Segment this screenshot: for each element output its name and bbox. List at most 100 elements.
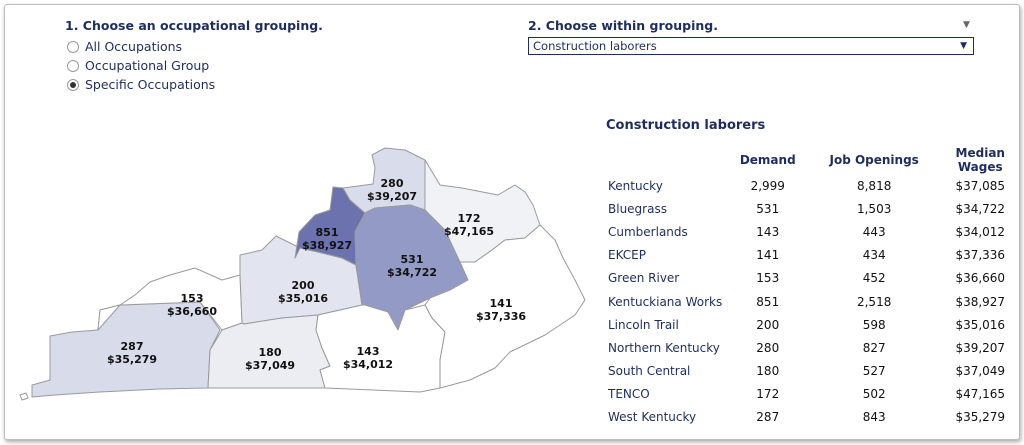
map-label-demand: 172 [458, 212, 481, 225]
radio-occupational-group[interactable]: Occupational Group [67, 58, 209, 73]
table-row: Bluegrass 531 1,503 $34,722 [600, 197, 1024, 220]
table-row: Green River 153 452 $36,660 [600, 267, 1024, 290]
wage-cell: $37,049 [955, 364, 1006, 379]
map-label-demand: 180 [259, 346, 282, 359]
island-outline [19, 392, 29, 401]
map-label-wage: $35,016 [278, 292, 328, 305]
map-label-wage: $38,927 [302, 239, 352, 252]
openings-cell: 434 [862, 248, 886, 263]
demand-cell: 180 [756, 364, 780, 379]
region-cell: West Kentucky [608, 410, 697, 425]
region-cell: South Central [608, 364, 691, 379]
radio-button[interactable] [67, 40, 79, 53]
radio-label: Specific Occupations [85, 77, 216, 92]
table-header-row: Demand Job Openings Median Wages [600, 146, 1024, 174]
map-label-wage: $37,336 [476, 310, 526, 323]
wage-cell: $38,927 [955, 294, 1006, 309]
header-demand: Demand [739, 153, 796, 167]
caret-down-icon[interactable]: ▼ [963, 20, 970, 30]
demand-cell: 143 [756, 224, 780, 239]
openings-cell: 527 [862, 364, 886, 379]
region-cell: Lincoln Trail [608, 317, 679, 332]
radio-button-checked[interactable] [67, 78, 79, 91]
openings-cell: 452 [862, 271, 886, 286]
wage-cell: $37,085 [955, 178, 1006, 193]
map-label-wage: $37,049 [245, 359, 295, 372]
region-cell: Kentucky [608, 178, 663, 193]
region-cumberlands[interactable] [315, 304, 446, 393]
openings-cell: 843 [862, 410, 886, 425]
radio-button[interactable] [67, 59, 79, 72]
region-cell: TENCO [608, 387, 650, 402]
demand-cell: 531 [756, 201, 780, 216]
table-row: TENCO 172 502 $47,165 [600, 383, 1024, 406]
demand-cell: 153 [756, 271, 780, 286]
kentucky-region-map: 287$35,279 153$36,660 200$35,016 180$37,049… [19, 147, 586, 401]
occupation-data-table: Demand Job Openings Median Wages Kentuck… [600, 146, 1024, 429]
map-label-wage: $34,012 [343, 358, 393, 371]
map-label-wage: $36,660 [167, 305, 217, 318]
table-row: Kentuckiana Works 851 2,518 $38,927 [600, 290, 1024, 313]
grouping-title: 1. Choose an occupational grouping. [65, 18, 323, 33]
region-cell: Northern Kentucky [608, 340, 720, 355]
demand-cell: 141 [756, 248, 780, 263]
wage-cell: $47,165 [955, 387, 1006, 402]
table-row: Lincoln Trail 200 598 $35,016 [600, 313, 1024, 336]
demand-cell: 280 [756, 340, 780, 355]
table-row: West Kentucky 287 843 $35,279 [600, 406, 1024, 429]
openings-cell: 502 [862, 387, 886, 402]
region-green-river[interactable] [97, 267, 243, 331]
select-value: Construction laborers [533, 39, 657, 53]
region-cell: EKCEP [608, 248, 646, 263]
map-label-demand: 851 [316, 226, 339, 239]
region-cell: Green River [608, 271, 680, 286]
radio-label: Occupational Group [85, 58, 210, 73]
map-label-demand: 200 [292, 279, 315, 292]
openings-cell: 443 [862, 224, 886, 239]
radio-specific-occupations[interactable]: Specific Occupations [67, 77, 215, 92]
map-label-demand: 143 [357, 345, 380, 358]
table-row: Kentucky 2,999 8,818 $37,085 [600, 174, 1024, 197]
table-row: Northern Kentucky 280 827 $39,207 [600, 336, 1024, 359]
map-label-wage: $39,207 [367, 190, 417, 203]
table-title: Construction laborers [606, 118, 766, 133]
region-cell: Kentuckiana Works [608, 294, 723, 309]
table-row: South Central 180 527 $37,049 [600, 360, 1024, 383]
demand-cell: 200 [756, 317, 780, 332]
openings-cell: 1,503 [856, 201, 892, 216]
table-row: Cumberlands 143 443 $34,012 [600, 220, 1024, 243]
wage-cell: $37,336 [955, 248, 1006, 263]
openings-cell: 827 [862, 340, 886, 355]
wage-cell: $36,660 [955, 271, 1006, 286]
map-label-demand: 153 [181, 292, 204, 305]
wage-cell: $34,012 [955, 224, 1006, 239]
demand-cell: 851 [756, 294, 780, 309]
within-grouping-title: 2. Choose within grouping. [528, 18, 718, 33]
table-row: EKCEP 141 434 $37,336 [600, 244, 1024, 267]
map-label-wage: $35,279 [107, 353, 157, 366]
header-job-openings: Job Openings [829, 153, 919, 167]
region-ekcep[interactable] [424, 224, 586, 389]
demand-cell: 287 [756, 410, 780, 425]
map-label-demand: 287 [121, 340, 144, 353]
wage-cell: $35,279 [955, 410, 1006, 425]
chevron-down-icon: ▼ [960, 41, 967, 51]
demand-cell: 172 [756, 387, 780, 402]
region-cell: Bluegrass [608, 201, 667, 216]
wage-cell: $34,722 [955, 201, 1006, 216]
within-grouping-select[interactable]: Construction laborers ▼ [528, 37, 974, 55]
header-median-wages: Median Wages [955, 146, 1005, 174]
radio-all-occupations[interactable]: All Occupations [67, 39, 182, 54]
map-label-demand: 280 [381, 177, 404, 190]
openings-cell: 8,818 [856, 178, 892, 193]
map-label-wage: $47,165 [444, 225, 494, 238]
openings-cell: 2,518 [856, 294, 892, 309]
map-label-demand: 141 [490, 297, 513, 310]
map-label-wage: $34,722 [387, 266, 437, 279]
map-label-demand: 531 [401, 253, 424, 266]
region-cell: Cumberlands [608, 224, 688, 239]
wage-cell: $35,016 [955, 317, 1006, 332]
demand-cell: 2,999 [750, 178, 785, 193]
openings-cell: 598 [862, 317, 886, 332]
radio-label: All Occupations [85, 39, 183, 54]
